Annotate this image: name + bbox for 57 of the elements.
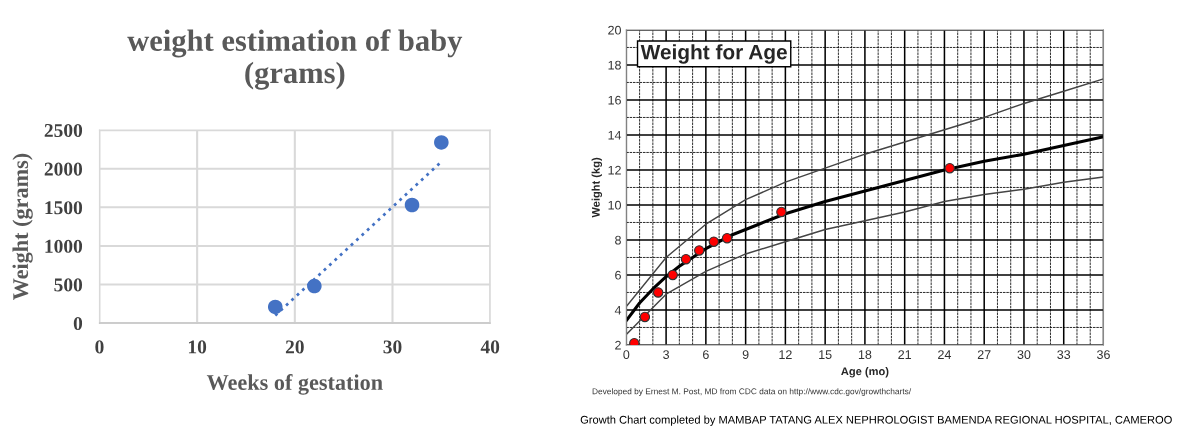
line-series — [626, 78, 1104, 308]
x-tick-label: 24 — [938, 350, 952, 359]
point — [708, 236, 720, 247]
x-axis-title: Weeks of gestation — [206, 374, 383, 395]
y-tick-label: 20 — [608, 25, 621, 35]
x-axis-title: Age (mo) — [841, 367, 889, 378]
y-tick-label: 1000 — [45, 239, 83, 253]
y-tick-label: 1500 — [45, 201, 83, 215]
point — [721, 233, 733, 244]
y-tick-label: 2000 — [44, 162, 83, 176]
y-axis-title: Weight (kg) — [591, 157, 603, 218]
point — [944, 163, 955, 174]
x-tick-label: 10 — [188, 340, 207, 354]
x-tick-label: 18 — [858, 350, 872, 360]
point — [434, 135, 449, 150]
y-tick-label: 0 — [73, 316, 83, 331]
x-tick-label: 12 — [779, 350, 792, 359]
y-tick-label: 10 — [608, 200, 621, 210]
y-tick-label: 16 — [608, 95, 621, 105]
x-tick-label: 27 — [977, 350, 991, 359]
x-tick-label: 3 — [663, 350, 670, 360]
x-tick-label: 30 — [1017, 350, 1031, 360]
x-tick-label: 36 — [1097, 350, 1110, 360]
x-tick-label: 30 — [383, 340, 402, 354]
point — [680, 254, 692, 265]
point — [667, 269, 678, 281]
x-tick-label: 0 — [95, 340, 104, 354]
point — [307, 278, 322, 294]
point — [639, 311, 651, 323]
x-tick-label: 33 — [1057, 350, 1071, 360]
y-tick-label: 500 — [54, 278, 83, 292]
point — [776, 206, 787, 218]
x-tick-label: 21 — [898, 350, 912, 359]
point — [268, 299, 283, 315]
x-tick-label: 20 — [285, 340, 304, 354]
chart-title: weight estimation of baby (grams) — [127, 29, 463, 90]
x-tick-label: 15 — [819, 350, 832, 360]
point — [694, 245, 705, 256]
point — [404, 197, 420, 213]
line-series — [626, 176, 1104, 336]
y-tick-label: 14 — [608, 130, 622, 140]
x-tick-label: 40 — [480, 340, 500, 354]
text: Weight for Age — [640, 44, 787, 64]
text: Growth Chart completed by MAMBAP TATANG ALEX NEPHROLOGIST BAMENDA REGIONAL HOSPITAL, CAMEROO — [580, 415, 1172, 426]
x-tick-label: 9 — [742, 350, 749, 360]
y-tick-label: 2 — [615, 340, 621, 350]
text: Developed by Ernest M. Post, MD from CDC data on http://www.cdc.gov/growthcharts/ — [592, 388, 912, 396]
point — [652, 287, 664, 298]
y-tick-label: 12 — [608, 165, 621, 175]
x-tick-label: 6 — [703, 350, 709, 360]
x-tick-label: 0 — [623, 350, 630, 360]
y-tick-label: 18 — [608, 60, 621, 70]
y-tick-label: 6 — [615, 270, 621, 280]
y-axis-title: Weight (grams) — [12, 153, 33, 301]
y-tick-label: 2500 — [44, 123, 83, 138]
y-tick-label: 4 — [614, 305, 622, 315]
y-tick-label: 8 — [615, 235, 621, 245]
